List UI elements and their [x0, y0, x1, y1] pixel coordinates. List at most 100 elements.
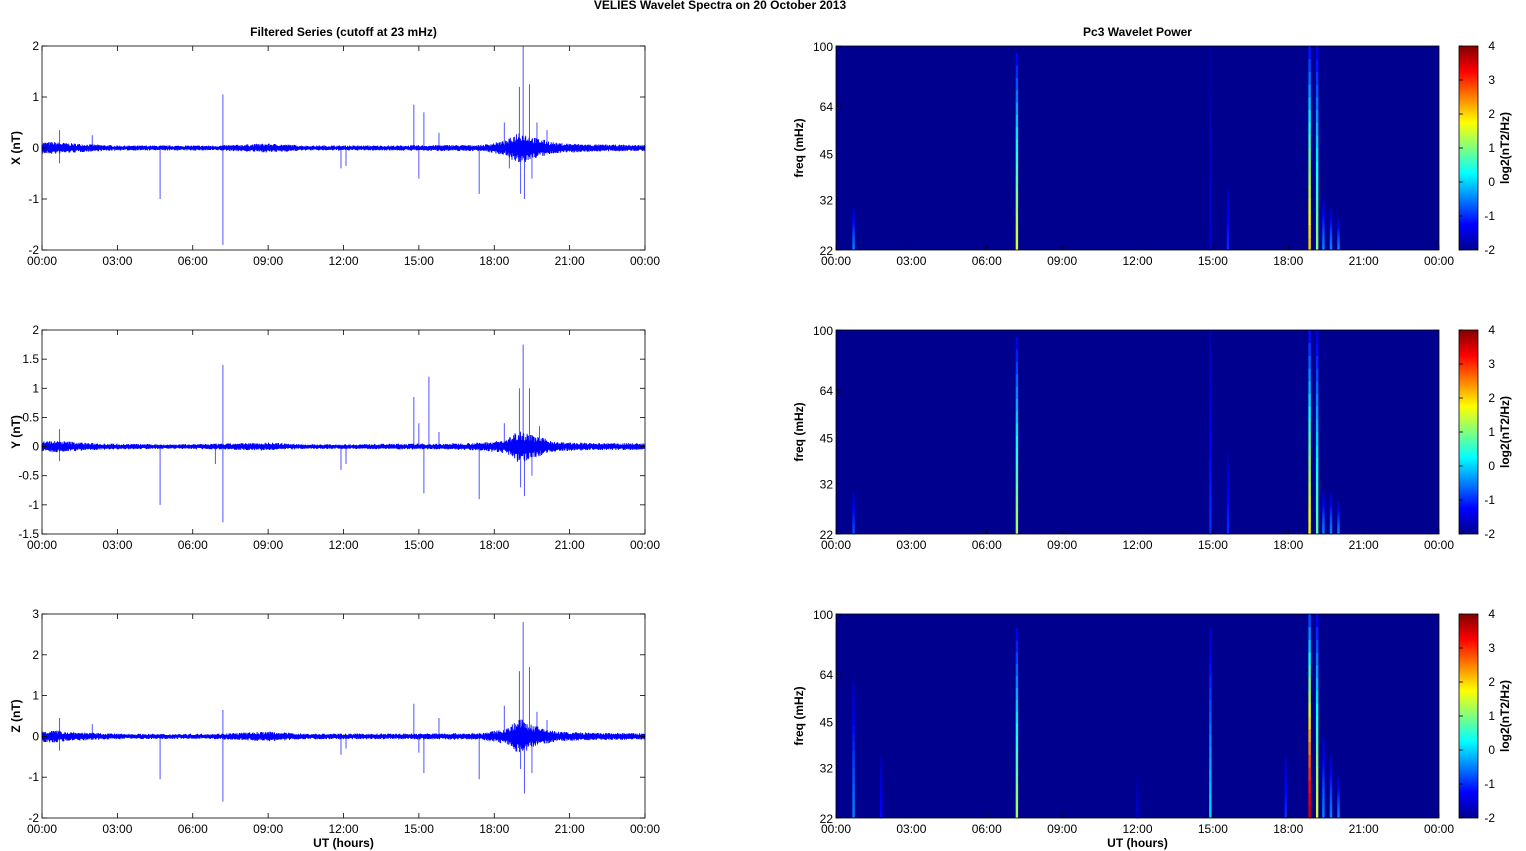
power-streak [1315, 122, 1319, 136]
power-streak [1308, 703, 1311, 717]
x-tick-label: 15:00 [404, 822, 434, 836]
power-streak [880, 798, 883, 803]
power-streak [1315, 393, 1319, 407]
power-streak [1226, 508, 1230, 515]
power-streak [1209, 794, 1212, 807]
power-streak [852, 750, 855, 760]
power-streak [852, 492, 855, 496]
power-streak [852, 210, 855, 214]
power-streak [1015, 361, 1019, 375]
power-streak [1284, 798, 1287, 803]
power-streak [880, 767, 883, 772]
power-streak [1209, 806, 1212, 819]
power-streak [1329, 523, 1333, 527]
power-streak [1226, 453, 1230, 459]
power-streak [1308, 355, 1311, 369]
power-streak [1308, 224, 1311, 238]
power-streak [852, 741, 855, 751]
power-streak [1337, 239, 1340, 243]
power-streak [1315, 665, 1319, 679]
power-streak [1209, 508, 1212, 522]
y-tick-label: 0 [32, 141, 39, 155]
power-streak [1315, 419, 1319, 433]
power-streak [1337, 797, 1340, 801]
power-streak [1308, 148, 1311, 162]
power-streak [1308, 211, 1311, 225]
power-streak [1308, 393, 1311, 407]
power-streak [1209, 381, 1212, 395]
power-streak [852, 239, 855, 243]
power-streak [1322, 782, 1325, 789]
x-tick-label: 21:00 [1349, 822, 1379, 836]
power-streak [1315, 330, 1319, 344]
power-streak [1322, 787, 1325, 794]
power-streak [1337, 529, 1340, 533]
power-streak [1284, 774, 1287, 780]
x-tick-label: 18:00 [1273, 254, 1303, 268]
power-streak [1015, 200, 1019, 214]
series-trace [41, 133, 646, 163]
power-streak [852, 733, 855, 743]
power-streak [1322, 208, 1325, 213]
axes-box [41, 329, 646, 535]
power-streak [1322, 518, 1325, 522]
x-tick-label: 21:00 [555, 538, 585, 552]
power-streak [1322, 515, 1325, 519]
colorbar-label: log2(nT2/Hz) [1498, 396, 1512, 468]
x-tick-label: 12:00 [328, 538, 358, 552]
power-streak [1308, 173, 1311, 187]
power-streak [1015, 163, 1019, 177]
power-streak [1308, 444, 1311, 458]
x-tick-label: 12:00 [1122, 822, 1152, 836]
wavelet-panel-z: 22 32 45 64 100 -2 -1 0 1 2 3 4 log2(nT2/Hz) 00:00 03:… [792, 607, 1512, 850]
power-streak [1226, 518, 1230, 525]
power-streak [1209, 71, 1212, 85]
power-streak [1015, 640, 1019, 653]
power-streak [1315, 109, 1319, 123]
y-tick-label: 32 [820, 194, 834, 208]
power-streak [1015, 126, 1019, 140]
power-streak [1226, 528, 1230, 535]
power-streak [852, 218, 855, 222]
y-tick-label: 22 [820, 244, 834, 258]
y-axis-label: Z (nT) [9, 699, 23, 732]
power-streak [880, 755, 883, 760]
power-streak [1329, 223, 1333, 227]
wavelet-panel-x: 22 32 45 64 100 -2 -1 0 1 2 3 4 log2(nT2/Hz) 00:00 03:… [792, 25, 1512, 268]
y-tick-label: 22 [820, 812, 834, 826]
power-streak [1308, 728, 1311, 742]
power-streak [880, 774, 883, 780]
power-streak [880, 810, 883, 815]
power-streak [1337, 523, 1340, 527]
power-streak [1308, 71, 1311, 85]
power-streak [1136, 778, 1139, 782]
x-tick-label: 03:00 [896, 538, 926, 552]
power-streak [1315, 690, 1319, 704]
power-streak [852, 510, 855, 514]
power-streak [880, 802, 883, 807]
power-streak [1136, 810, 1139, 814]
power-streak [880, 786, 883, 792]
power-streak [1329, 244, 1333, 248]
power-streak [1308, 495, 1311, 509]
power-streak [1209, 237, 1212, 251]
power-streak [1315, 97, 1319, 111]
y-tick-label: 1.5 [22, 352, 39, 366]
x-tick-label: 21:00 [555, 822, 585, 836]
power-streak [880, 806, 883, 811]
power-streak [1308, 639, 1311, 653]
power-streak [852, 708, 855, 718]
power-streak [1337, 812, 1340, 816]
power-streak [1015, 336, 1019, 350]
power-streak [1322, 202, 1325, 207]
power-streak [1329, 798, 1333, 803]
power-streak [1337, 807, 1340, 811]
power-streak [1308, 716, 1311, 730]
power-streak [1329, 520, 1333, 525]
power-streak [1209, 211, 1212, 225]
power-streak [1322, 231, 1325, 235]
power-streak [852, 236, 855, 241]
y-tick-label: 100 [813, 324, 833, 338]
power-streak [1315, 741, 1319, 755]
power-streak [1308, 767, 1311, 781]
